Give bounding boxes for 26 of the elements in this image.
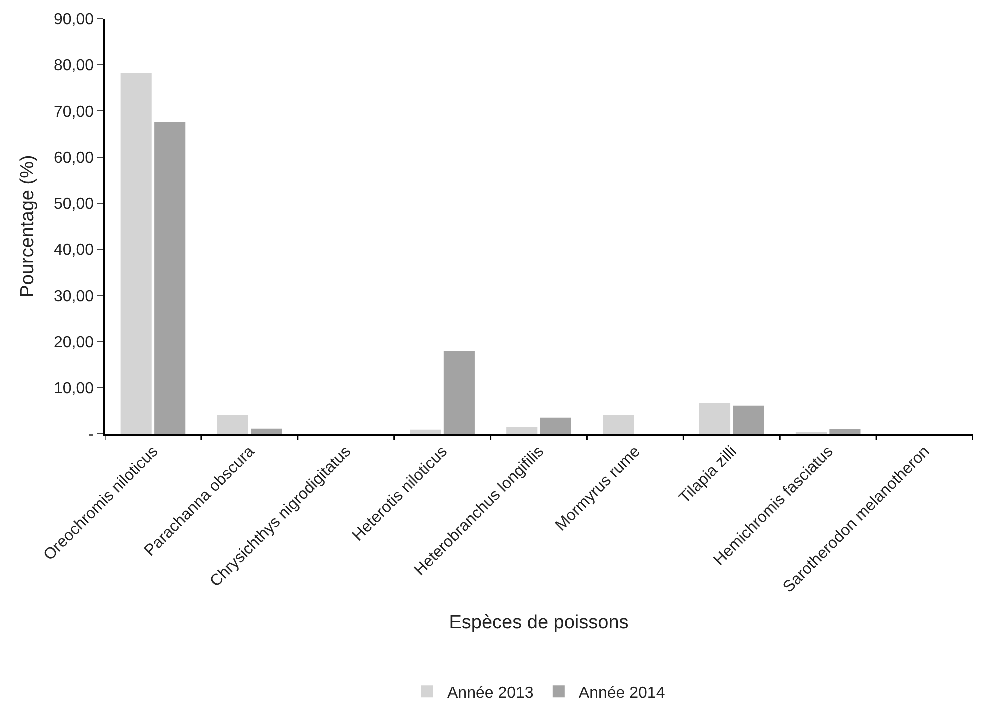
- y-tick-label: -: [88, 426, 94, 444]
- bar: [506, 427, 538, 434]
- bar: [217, 416, 248, 434]
- bar: [410, 430, 442, 434]
- y-tick-label: 80,00: [54, 58, 94, 75]
- y-tick-label: 60,00: [54, 150, 94, 167]
- bar: [830, 429, 861, 434]
- y-tick-label: 70,00: [54, 104, 94, 121]
- y-tick-label: 90,00: [54, 12, 94, 29]
- bar: [733, 406, 764, 434]
- legend-label: Année 2013: [448, 684, 534, 702]
- bar: [251, 428, 282, 434]
- bar: [540, 418, 572, 434]
- x-axis-title: Espèces de poissons: [449, 612, 629, 634]
- legend-label: Année 2014: [578, 684, 666, 702]
- y-tick-label: 50,00: [54, 196, 94, 214]
- bar: [699, 403, 731, 434]
- bar: [444, 351, 475, 434]
- bar: [603, 416, 634, 434]
- bar: [120, 73, 152, 434]
- bar: [154, 122, 186, 434]
- y-tick-label: 30,00: [54, 288, 94, 306]
- y-tick-label: 40,00: [54, 242, 94, 260]
- y-tick-label: 20,00: [54, 334, 94, 352]
- y-axis-title: Pourcentage (%): [17, 155, 38, 298]
- y-tick-label: 10,00: [54, 380, 94, 398]
